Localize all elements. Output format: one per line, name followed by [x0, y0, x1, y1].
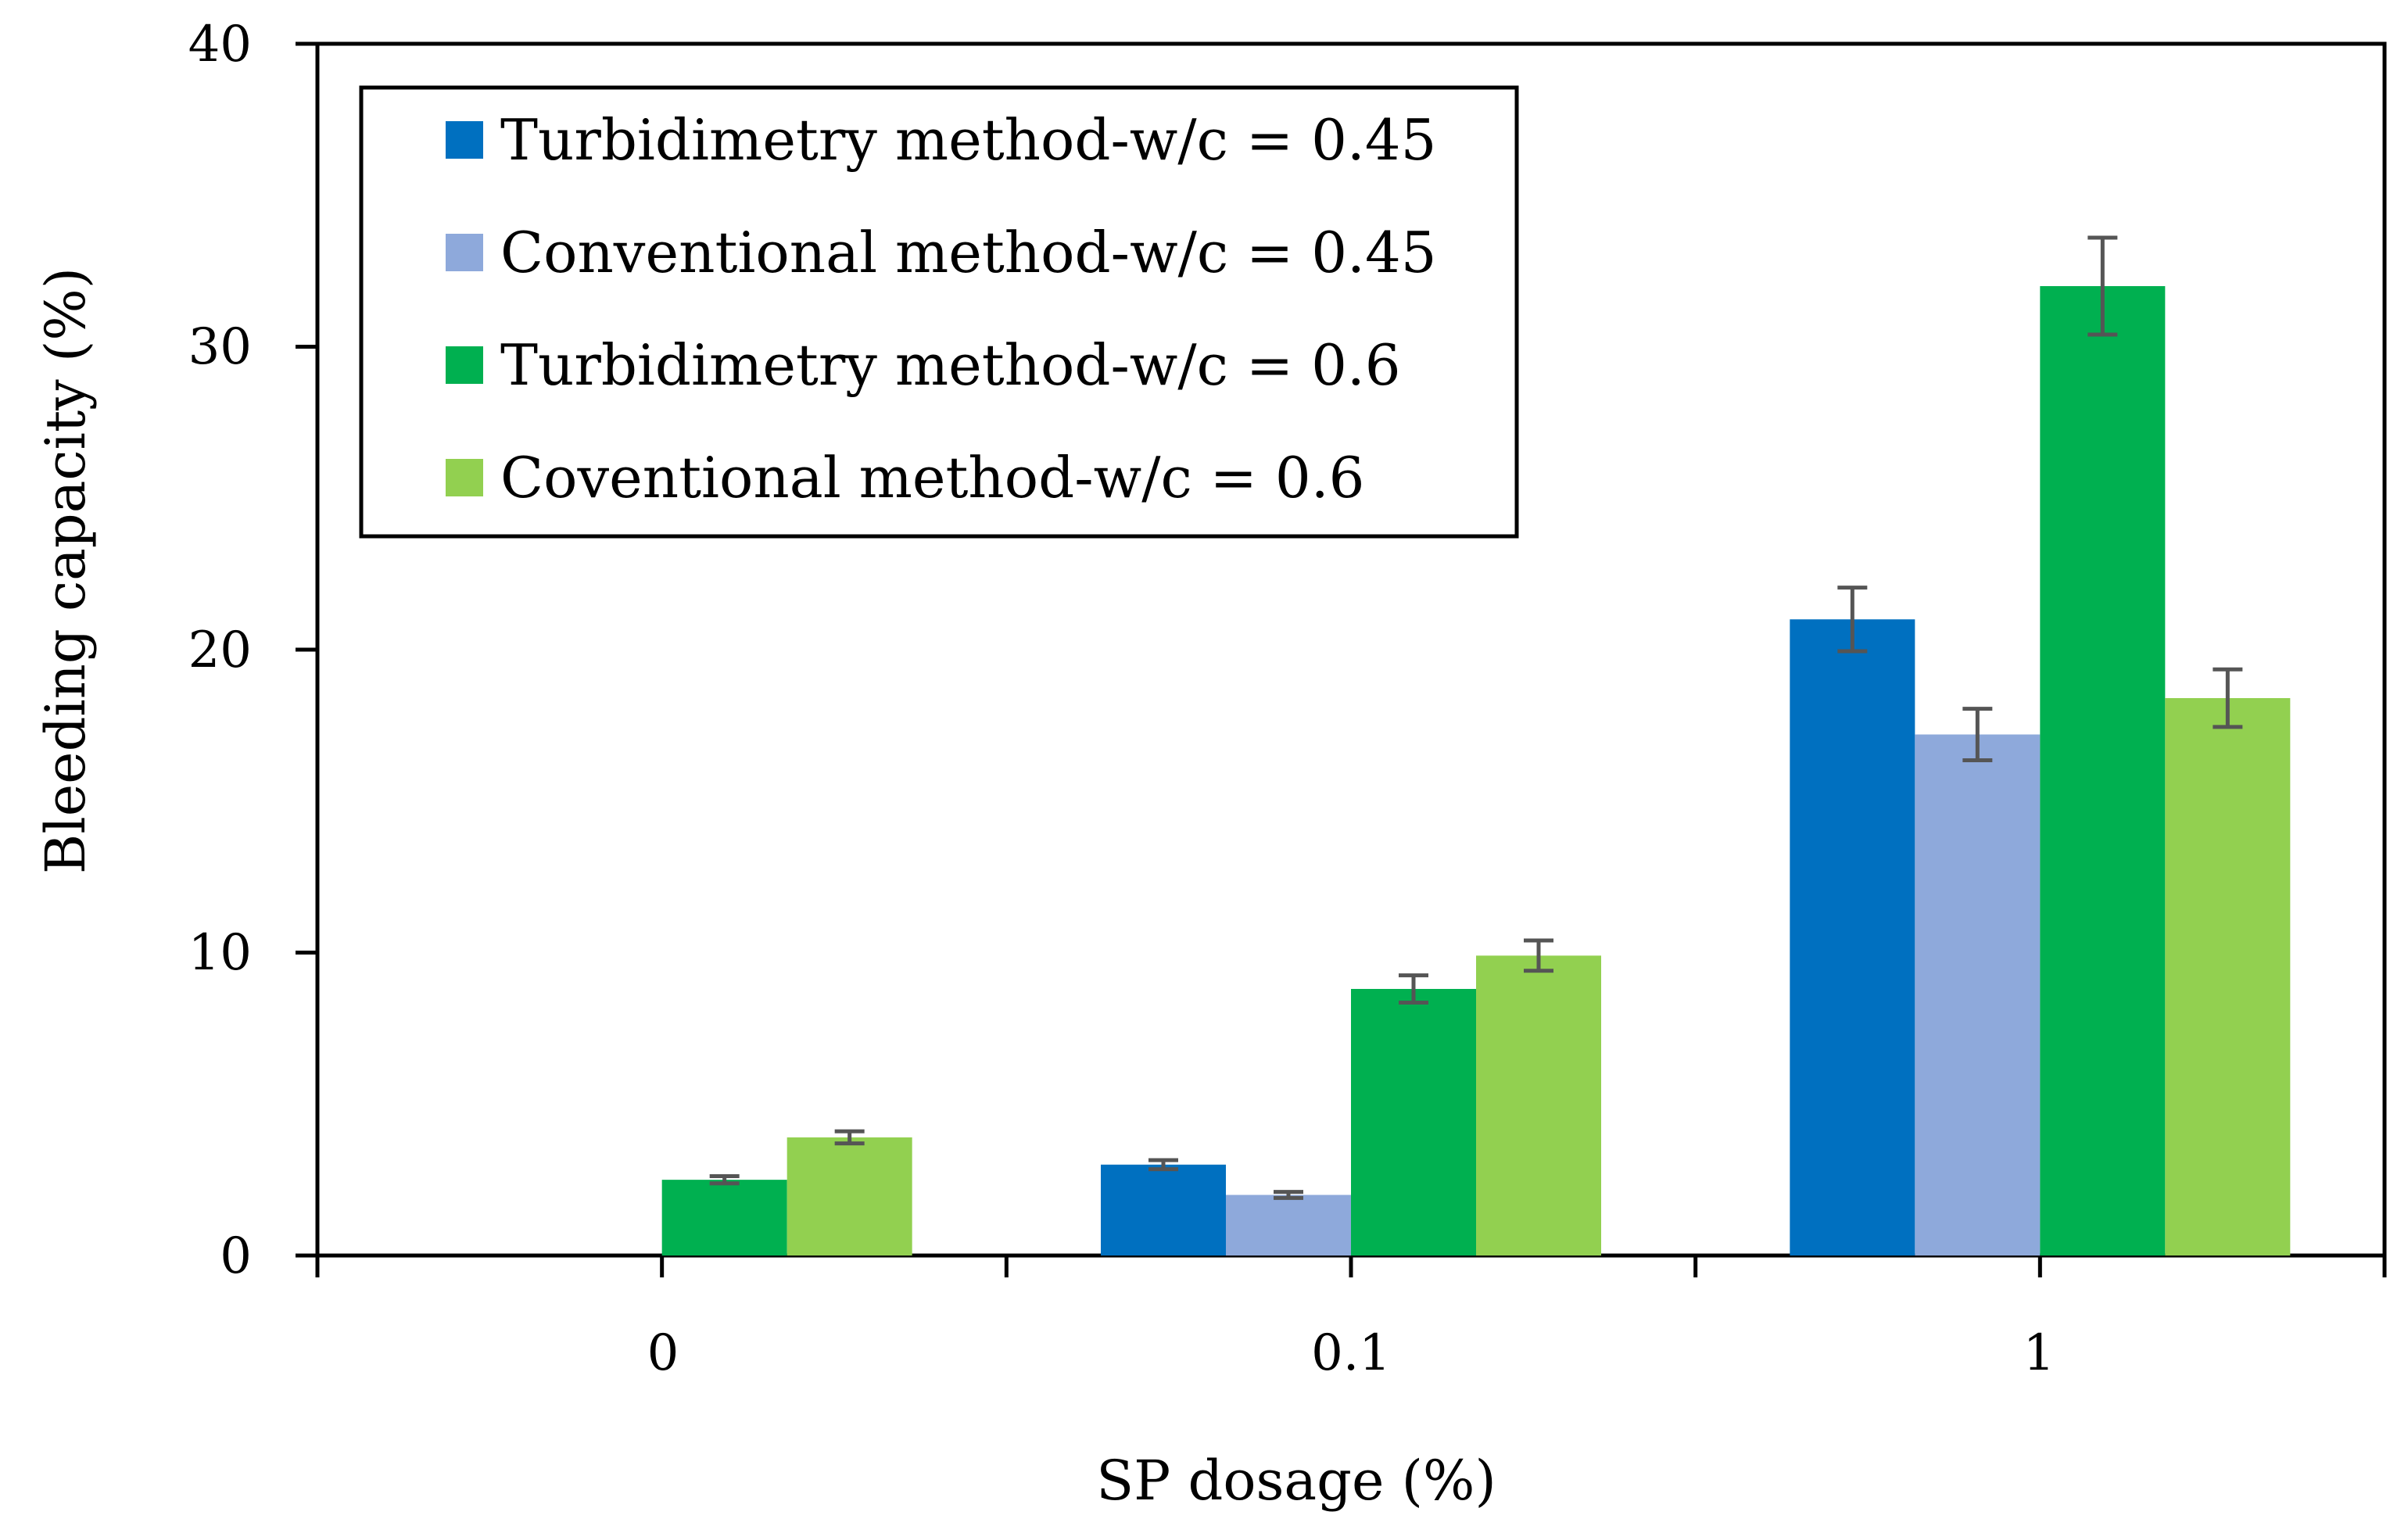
legend-label: Coventional method-w/c = 0.6: [500, 445, 1364, 510]
y-tick-label: 10: [188, 924, 252, 982]
error-bar: [2087, 235, 2118, 337]
error-bar: [1837, 586, 1868, 654]
bar: [661, 1180, 787, 1256]
error-bar: [1524, 938, 1553, 973]
error-bar: [1399, 973, 1428, 1005]
bar: [1790, 619, 1915, 1256]
legend-box: [359, 85, 1519, 539]
y-axis: 0 10 20 30 40: [188, 16, 317, 1285]
error-bar: [1962, 707, 1993, 762]
legend: Turbidimetry method-w/c = 0.45 Conventio…: [359, 85, 1519, 539]
legend-label: Turbidimetry method-w/c = 0.6: [500, 332, 1401, 398]
x-axis-ticks: [315, 1256, 2387, 1277]
legend-swatch: [446, 346, 483, 384]
y-tick-label: 20: [188, 622, 252, 679]
bar: [2040, 286, 2166, 1256]
bar: [1476, 955, 1601, 1256]
bar: [2165, 698, 2291, 1256]
y-tick-label: 0: [220, 1227, 252, 1285]
x-tick-label: 0.1: [1311, 1324, 1391, 1382]
bars-layer: [661, 286, 2291, 1256]
legend-swatch: [446, 234, 483, 271]
legend-label: Turbidimetry method-w/c = 0.45: [500, 107, 1436, 173]
bar: [1101, 1164, 1226, 1256]
error-bar: [709, 1173, 740, 1186]
bar: [1915, 734, 2041, 1256]
x-tick-label: 0: [647, 1324, 679, 1382]
y-tick-label: 40: [188, 16, 252, 73]
y-axis-title: Bleeding capacity (%): [34, 267, 98, 874]
bar: [1351, 989, 1476, 1256]
error-bar: [1274, 1190, 1303, 1200]
error-bars-layer: [709, 235, 2243, 1200]
error-bar: [2213, 667, 2243, 729]
error-bar: [834, 1129, 865, 1146]
bar: [1226, 1195, 1351, 1256]
error-bar: [1148, 1158, 1178, 1172]
bar: [787, 1137, 912, 1256]
legend-swatch: [446, 121, 483, 159]
legend-swatch: [446, 459, 483, 496]
x-axis-title: SP dosage (%): [1096, 1449, 1496, 1513]
y-tick-label: 30: [188, 318, 252, 376]
x-tick-label: 1: [2023, 1324, 2055, 1382]
legend-label: Conventional method-w/c = 0.45: [500, 220, 1437, 285]
